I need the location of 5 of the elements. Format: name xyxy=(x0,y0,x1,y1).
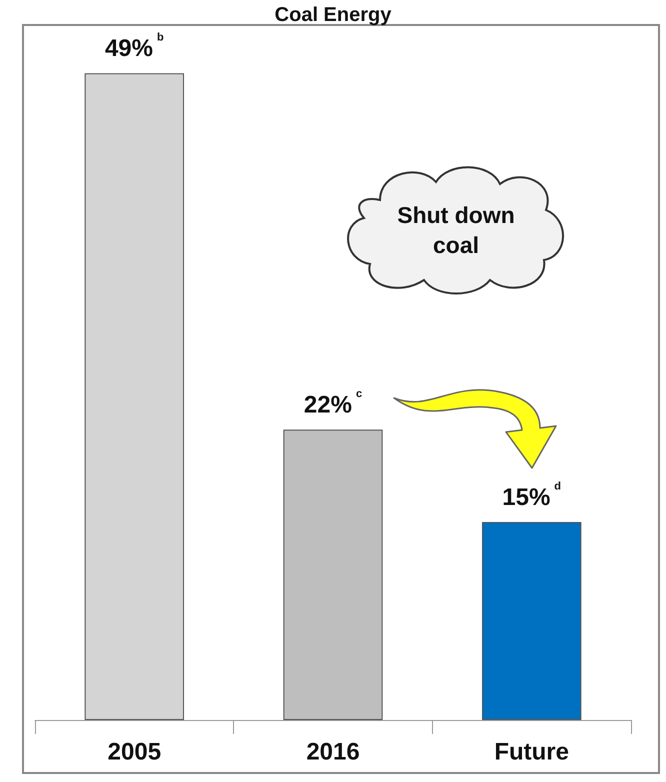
x-tick-label: Future xyxy=(494,738,570,766)
annotation: Shut down coal xyxy=(396,201,516,260)
x-tick-label: 2016 xyxy=(306,738,360,766)
x-tick-label: 2005 xyxy=(108,738,162,766)
chart-title: Coal Energy xyxy=(274,4,392,26)
